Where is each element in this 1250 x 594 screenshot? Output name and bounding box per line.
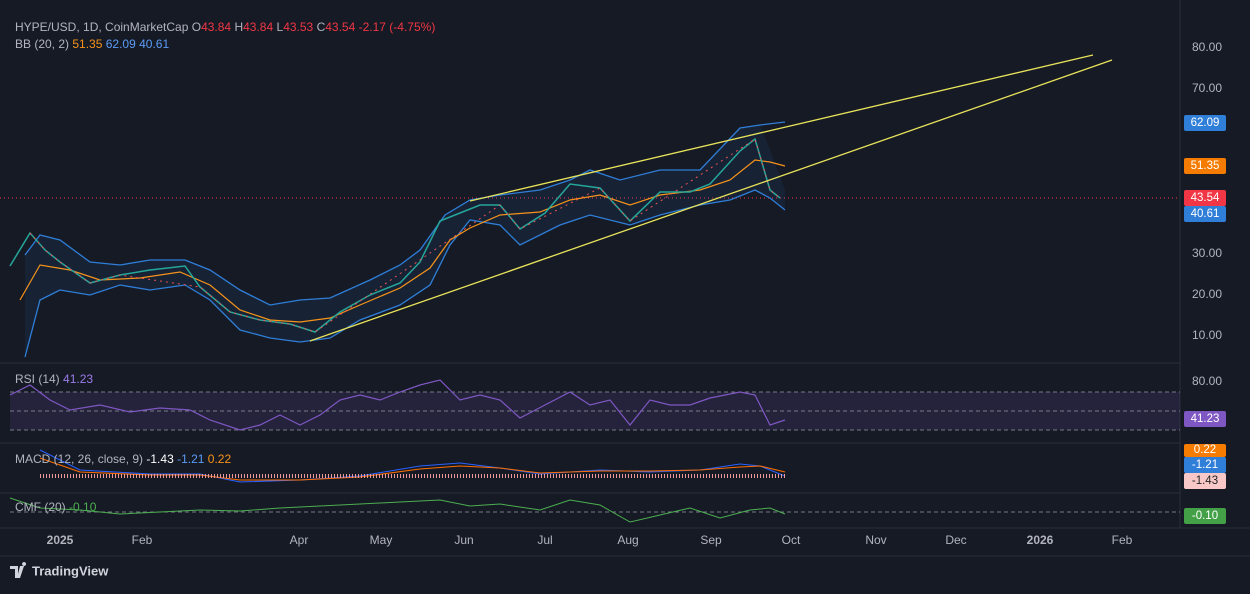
- ohlc-value: 43.53: [283, 20, 313, 34]
- badge-bg: [1184, 473, 1226, 489]
- time-label: Nov: [865, 533, 886, 547]
- price-label: 20.00: [1192, 287, 1222, 301]
- price-path: [9, 137, 781, 333]
- trendline-lower: [309, 59, 1113, 342]
- symbol: HYPE/USD, 1D, CoinMarketCap O43.84 H43.8…: [15, 20, 435, 34]
- rsi-label: RSI (14): [15, 372, 60, 386]
- badge-bg: [1184, 444, 1226, 457]
- macd-line: [39, 449, 786, 483]
- bb-value: 40.61: [139, 37, 169, 51]
- bollinger-lower: [24, 189, 786, 358]
- cmf-line: [9, 497, 786, 523]
- time-label: Sep: [700, 533, 722, 547]
- macd-legend: MACD (12, 26, close, 9) -1.43 -1.21 0.22: [15, 452, 231, 466]
- time-label: Jun: [454, 533, 473, 547]
- badge-bg: [1184, 190, 1226, 206]
- price-label: 10.00: [1192, 328, 1222, 342]
- price-label: 70.00: [1192, 81, 1222, 95]
- rsi-badge: 41.23: [1191, 413, 1220, 425]
- ohlc-label: H: [234, 20, 243, 34]
- rsi-levels: [10, 391, 1180, 431]
- pane-borders: [0, 0, 1250, 557]
- symbol-name: HYPE/USD, 1D, CoinMarketCap: [15, 20, 189, 34]
- change: -2.17 (-4.75%): [359, 20, 436, 34]
- cmf-value: -0.10: [69, 500, 97, 514]
- macd-value: -1.21: [177, 452, 205, 466]
- cmf-label: CMF (20): [15, 500, 66, 514]
- time-label: Oct: [782, 533, 801, 547]
- price-label: 30.00: [1192, 246, 1222, 260]
- ohlc-value: 43.84: [243, 20, 273, 34]
- cmf-badge: -0.10: [1192, 510, 1218, 522]
- time-label: Jul: [537, 533, 552, 547]
- price-badge: 51.35: [1191, 160, 1220, 172]
- ohlc-label: L: [277, 20, 284, 34]
- bb-value: 62.09: [106, 37, 136, 51]
- bb-value: 51.35: [72, 37, 102, 51]
- rsi-legend: RSI (14) 41.23: [15, 372, 93, 386]
- macd-label: MACD (12, 26, close, 9): [15, 452, 143, 466]
- ohlc-value: 43.84: [201, 20, 231, 34]
- ohlc-label: C: [317, 20, 326, 34]
- trendline-upper: [469, 54, 1094, 202]
- time-label: 2025: [47, 533, 74, 547]
- price-badge: 40.61: [1191, 208, 1220, 220]
- rsi-line: [9, 379, 786, 431]
- time-label: Dec: [945, 533, 966, 547]
- time-label: 2026: [1027, 533, 1054, 547]
- badge-bg: [1184, 206, 1226, 222]
- badge-bg: [1184, 115, 1226, 131]
- price-axis: 80.00 70.00 30.00 20.00 10.00: [1192, 40, 1222, 342]
- price-badge: 43.54: [1191, 192, 1220, 204]
- bb-legend: BB (20, 2) 51.35 62.09 40.61: [15, 37, 169, 51]
- signal-line: [39, 457, 786, 481]
- price-label: 80.00: [1192, 40, 1222, 54]
- badge-bg: [1184, 457, 1226, 473]
- badge-bg: [1184, 158, 1226, 174]
- bollinger-upper: [24, 121, 786, 306]
- time-label: Apr: [290, 533, 309, 547]
- rsi-value: 41.23: [63, 372, 93, 386]
- tv-logo: [10, 562, 27, 578]
- bb-label: BB (20, 2): [15, 37, 69, 51]
- cmf-legend: CMF (20) -0.10: [15, 500, 97, 514]
- macd-value: -1.43: [146, 452, 174, 466]
- price-path-down: [29, 138, 781, 333]
- rsi-axis-label: 80.00: [1192, 374, 1222, 388]
- time-label: Feb: [1112, 533, 1133, 547]
- time-label: Aug: [617, 533, 638, 547]
- macd-badge: -1.43: [1192, 475, 1218, 487]
- time-label: Feb: [132, 533, 153, 547]
- macd-badge: -1.21: [1192, 459, 1218, 471]
- badge-bg: [1184, 508, 1226, 524]
- price-badge: 62.09: [1191, 117, 1220, 129]
- ohlc-label: O: [192, 20, 201, 34]
- footer-brand: TradingView: [32, 563, 109, 578]
- ohlc-value: 43.54: [325, 20, 355, 34]
- time-label: May: [370, 533, 393, 547]
- macd-value: 0.22: [208, 452, 232, 466]
- macd-badge: 0.22: [1194, 444, 1216, 456]
- badge-bg: [1184, 411, 1226, 427]
- time-axis: 2025 Feb Apr May Jun Jul Aug Sep Oct Nov…: [47, 533, 1133, 547]
